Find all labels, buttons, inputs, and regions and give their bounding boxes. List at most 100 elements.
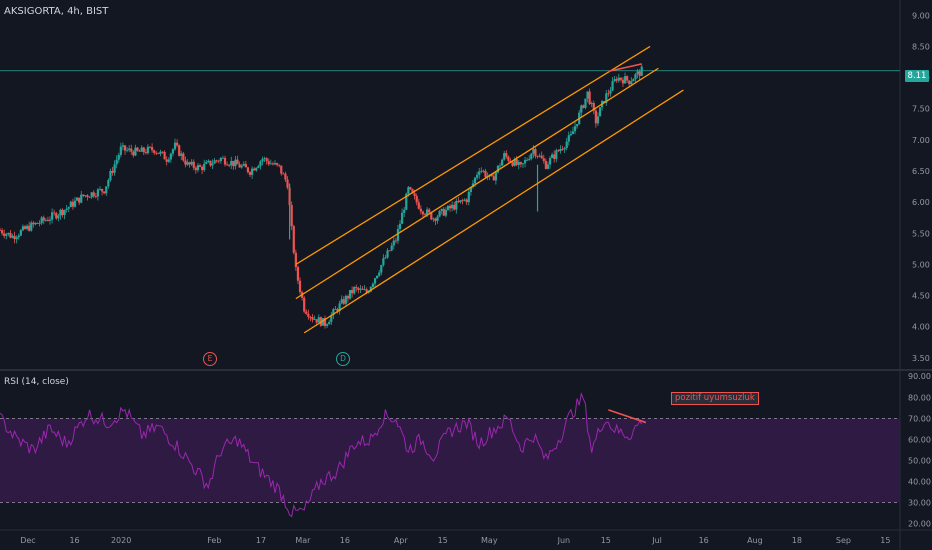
candle-body bbox=[15, 237, 18, 240]
candle-body bbox=[376, 275, 379, 279]
candle-body bbox=[105, 186, 108, 194]
candle-body bbox=[88, 197, 91, 198]
candle-body bbox=[36, 222, 39, 224]
candle-body bbox=[403, 209, 406, 213]
candle-body bbox=[505, 153, 508, 157]
candle-body bbox=[415, 196, 418, 203]
candle-body bbox=[7, 232, 10, 235]
candle-body bbox=[107, 180, 110, 187]
candle-body bbox=[371, 283, 375, 287]
candle-body bbox=[21, 226, 25, 231]
candle-body bbox=[128, 148, 131, 150]
candle-body bbox=[273, 163, 277, 165]
candle-body bbox=[73, 200, 77, 207]
candle-body bbox=[144, 152, 147, 154]
candle-body bbox=[198, 165, 202, 167]
candle-body bbox=[138, 150, 141, 152]
candle-body bbox=[307, 313, 310, 317]
candle-body bbox=[190, 161, 193, 165]
candle-body bbox=[563, 147, 566, 150]
candle-body bbox=[265, 158, 268, 162]
candle-body bbox=[267, 161, 270, 165]
candle-body bbox=[111, 170, 114, 173]
candle-body bbox=[251, 168, 254, 175]
candle-body bbox=[342, 299, 345, 304]
candle-body bbox=[546, 164, 550, 169]
candle-body bbox=[492, 176, 495, 181]
candle-body bbox=[121, 145, 125, 147]
candle-body bbox=[86, 195, 89, 198]
price-tick-label: 5.50 bbox=[912, 229, 930, 238]
candle-body bbox=[309, 316, 312, 318]
rsi-tick-label: 50.00 bbox=[908, 456, 931, 465]
candle-body bbox=[175, 142, 179, 146]
candle-body bbox=[588, 91, 591, 105]
candle-body bbox=[103, 191, 106, 194]
time-tick-label: Jul bbox=[651, 536, 662, 545]
candle-body bbox=[336, 309, 339, 312]
rsi-band bbox=[0, 418, 900, 503]
candle-body bbox=[569, 134, 572, 136]
candle-body bbox=[38, 223, 41, 224]
candle-body bbox=[59, 209, 62, 216]
dividend-marker[interactable]: D bbox=[336, 352, 350, 366]
candle-body bbox=[75, 197, 79, 201]
candle-body bbox=[96, 189, 100, 197]
candle-body bbox=[469, 186, 472, 193]
candle-body bbox=[453, 204, 456, 210]
candle-body bbox=[9, 232, 12, 238]
candle-body bbox=[140, 147, 143, 152]
candle-body bbox=[123, 145, 127, 151]
candle-body bbox=[284, 173, 287, 180]
earnings-marker[interactable]: E bbox=[203, 352, 217, 366]
candle-body bbox=[378, 272, 381, 276]
candle-body bbox=[236, 159, 239, 165]
price-tick-label: 4.00 bbox=[912, 323, 930, 332]
price-tick-label: 6.50 bbox=[912, 167, 930, 176]
candle-body bbox=[359, 288, 362, 290]
candle-body bbox=[317, 317, 320, 323]
candle-body bbox=[480, 170, 483, 172]
candle-body bbox=[211, 163, 214, 166]
candle-body bbox=[334, 309, 337, 310]
candle-body bbox=[61, 209, 64, 215]
candle-body bbox=[407, 187, 410, 194]
candle-body bbox=[598, 107, 602, 117]
candle-body bbox=[215, 160, 218, 162]
divergence-line-price bbox=[608, 63, 642, 73]
candle-body bbox=[476, 174, 479, 178]
candle-body bbox=[169, 153, 172, 160]
candle-body bbox=[248, 172, 252, 175]
candle-body bbox=[186, 162, 189, 165]
candle-body bbox=[405, 193, 408, 210]
divergence-annotation: pozitif uyumsuzluk bbox=[671, 392, 759, 405]
candle-body bbox=[255, 167, 258, 171]
candle-body bbox=[559, 149, 562, 152]
candle-body bbox=[526, 159, 529, 161]
candle-body bbox=[71, 201, 75, 207]
candle-body bbox=[157, 152, 160, 154]
candle-body bbox=[0, 230, 4, 234]
candle-body bbox=[605, 93, 608, 103]
price-tick-label: 7.00 bbox=[912, 136, 930, 145]
candle-body bbox=[55, 213, 58, 219]
rsi-tick-label: 30.00 bbox=[908, 499, 931, 508]
candle-body bbox=[421, 211, 425, 215]
candle-body bbox=[259, 161, 262, 167]
candle-body bbox=[521, 163, 525, 165]
candle-body bbox=[394, 240, 397, 242]
candle-body bbox=[530, 153, 533, 159]
candle-body bbox=[538, 155, 541, 157]
time-tick-label: 18 bbox=[792, 536, 802, 545]
price-tick-label: 7.50 bbox=[912, 105, 930, 114]
rsi-tick-label: 70.00 bbox=[908, 414, 931, 423]
candle-body bbox=[548, 158, 552, 165]
candle-body bbox=[380, 265, 383, 273]
candle-body bbox=[125, 149, 129, 151]
price-tick-label: 5.00 bbox=[912, 260, 930, 269]
candle-body bbox=[134, 147, 137, 156]
candle-body bbox=[619, 77, 622, 80]
candle-body bbox=[363, 289, 366, 291]
last-price-badge: 8.11 bbox=[905, 70, 929, 82]
